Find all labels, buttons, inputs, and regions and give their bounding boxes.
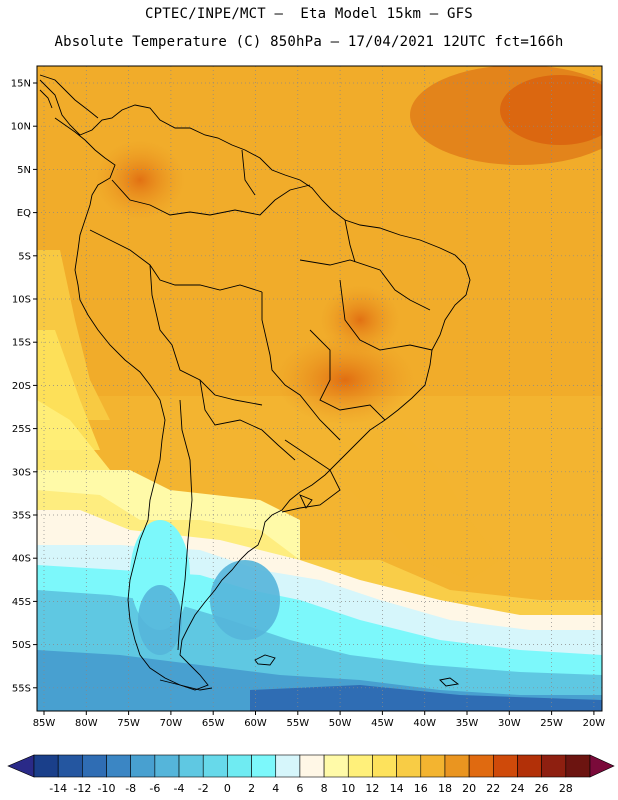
colorbar-label: 20	[462, 782, 476, 795]
title-line-1: CPTEC/INPE/MCT – Eta Model 15km – GFS	[145, 6, 473, 22]
colorbar-right-cap	[589, 754, 615, 778]
lon-label: 50W	[329, 718, 352, 729]
colorbar-label: 24	[510, 782, 524, 795]
colorbar-label: 22	[486, 782, 500, 795]
lat-label: 10S	[12, 295, 31, 306]
colorbar-label: -2	[198, 782, 209, 795]
map-frame	[36, 65, 603, 712]
colorbar-swatch	[275, 754, 301, 778]
lat-label: 55S	[12, 683, 31, 694]
colorbar-label: 18	[438, 782, 452, 795]
colorbar-label: 2	[248, 782, 255, 795]
colorbar-swatch	[347, 754, 373, 778]
lat-label: 30S	[12, 467, 31, 478]
colorbar-label: -14	[49, 782, 67, 795]
colorbar-swatch	[57, 754, 83, 778]
coastline-and-borders	[39, 74, 471, 691]
colorbar-swatch	[493, 754, 518, 778]
lon-label: 85W	[33, 718, 56, 729]
temperature-field	[37, 66, 602, 711]
colorbar-swatch	[130, 754, 156, 778]
colorbar-label: 16	[414, 782, 428, 795]
colorbar-label: 8	[321, 782, 328, 795]
lat-label: 15S	[12, 338, 31, 349]
lat-label: 20S	[12, 381, 31, 392]
colorbar-label: 10	[341, 782, 355, 795]
lon-label: 30W	[498, 718, 521, 729]
lon-label: 70W	[160, 718, 183, 729]
title-line-2: Absolute Temperature (C) 850hPa – 17/04/…	[54, 34, 564, 50]
colorbar-swatch	[396, 754, 422, 778]
lat-label: EQ	[17, 208, 31, 219]
lat-label: 25S	[12, 424, 31, 435]
colorbar-label: 0	[224, 782, 231, 795]
colorbar-swatch	[178, 754, 204, 778]
colorbar-swatch	[444, 754, 470, 778]
colorbar-label: 26	[535, 782, 549, 795]
colorbar-label: 14	[390, 782, 404, 795]
lat-label: 10N	[11, 122, 31, 133]
colorbar-label: -12	[73, 782, 91, 795]
colorbar-swatch	[227, 754, 252, 778]
colorbar-label: 28	[559, 782, 573, 795]
colorbar-label: -4	[174, 782, 185, 795]
colorbar-swatch	[323, 754, 349, 778]
lon-label: 35W	[456, 718, 479, 729]
colorbar-swatch	[565, 754, 591, 778]
colorbar-label: 12	[365, 782, 379, 795]
lat-label: 35S	[12, 511, 31, 522]
colorbar: -14 -12 -10 -8 -6 -4 -2 0 2 4 6 8 10 12 14 16 18 20 22 24 26…	[7, 754, 615, 795]
lon-label: 55W	[286, 718, 309, 729]
longitude-axis: 85W 80W 75W 70W 65W 60W 55W 50W 45W 40W 35W 30W 25W 2…	[33, 711, 606, 729]
lon-label: 80W	[75, 718, 98, 729]
lon-label: 45W	[371, 718, 394, 729]
colorbar-swatch	[541, 754, 567, 778]
lat-label: 50S	[12, 640, 31, 651]
colorbar-swatch	[420, 754, 446, 778]
lon-label: 40W	[413, 718, 436, 729]
lat-label: 5S	[18, 251, 31, 262]
colorbar-label: -8	[125, 782, 136, 795]
lon-label: 75W	[117, 718, 140, 729]
colorbar-label: -10	[98, 782, 116, 795]
lat-label: 5N	[17, 165, 31, 176]
colorbar-swatch	[202, 754, 228, 778]
lat-label: 40S	[12, 554, 31, 565]
colorbar-swatch	[517, 754, 542, 778]
colorbar-swatch	[468, 754, 494, 778]
lat-label: 15N	[11, 79, 31, 90]
colorbar-left-cap	[7, 754, 35, 778]
lon-label: 25W	[540, 718, 563, 729]
colorbar-swatch	[299, 754, 325, 778]
colorbar-label: 6	[296, 782, 303, 795]
colorbar-swatch	[251, 754, 277, 778]
colorbar-swatch	[372, 754, 397, 778]
colorbar-swatch	[106, 754, 131, 778]
latitude-axis: 15N 10N 5N EQ 5S 10S 15S 20S 25S 30S 35S 40S 45S 50S 5…	[11, 79, 37, 694]
colorbar-label: 4	[272, 782, 279, 795]
colorbar-swatch	[33, 754, 59, 778]
colorbar-swatch	[82, 754, 107, 778]
lon-label: 20W	[583, 718, 606, 729]
colorbar-swatch	[154, 754, 180, 778]
lon-label: 65W	[202, 718, 225, 729]
colorbar-label: -6	[149, 782, 160, 795]
lon-label: 60W	[244, 718, 267, 729]
lat-label: 45S	[12, 597, 31, 608]
